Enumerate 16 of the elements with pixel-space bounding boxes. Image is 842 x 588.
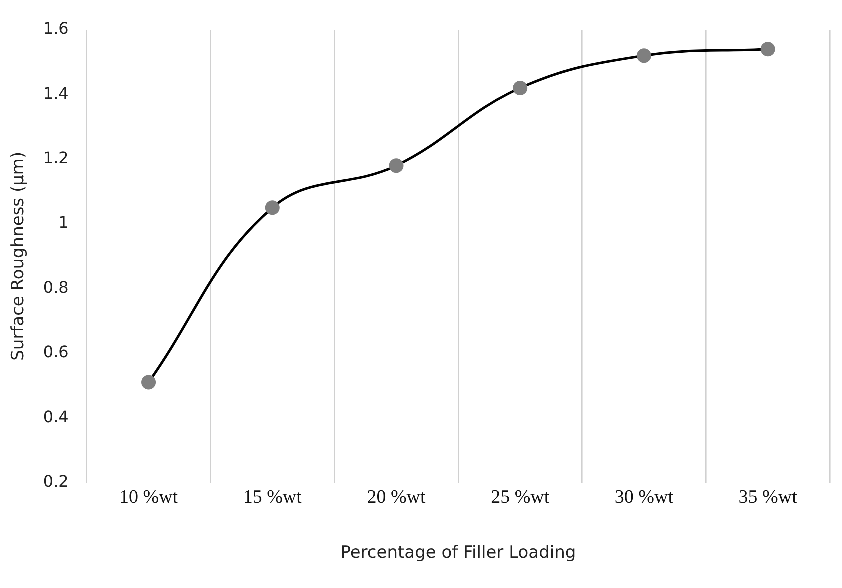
y-tick-label: 0.2: [43, 472, 69, 491]
y-tick-label: 1.4: [43, 84, 69, 103]
x-tick-label: 25 %wt: [491, 487, 550, 508]
x-axis-title: Percentage of Filler Loading: [340, 543, 576, 564]
x-tick-label: 15 %wt: [243, 487, 303, 508]
y-tick-label: 1.6: [43, 19, 69, 38]
x-tick-label: 10 %wt: [119, 487, 179, 508]
x-tick-label: 30 %wt: [614, 487, 674, 508]
y-tick-label: 0.4: [43, 407, 69, 426]
y-tick-label: 0.6: [43, 342, 69, 362]
x-tick-label: 20 %wt: [367, 487, 426, 508]
y-tick-label: 1: [58, 213, 69, 232]
y-axis-title: Surface Roughness (µm): [8, 152, 29, 361]
x-tick-label: 35 %wt: [738, 487, 798, 508]
y-tick-label: 0.8: [43, 278, 69, 297]
y-tick-label: 1.2: [43, 148, 69, 168]
